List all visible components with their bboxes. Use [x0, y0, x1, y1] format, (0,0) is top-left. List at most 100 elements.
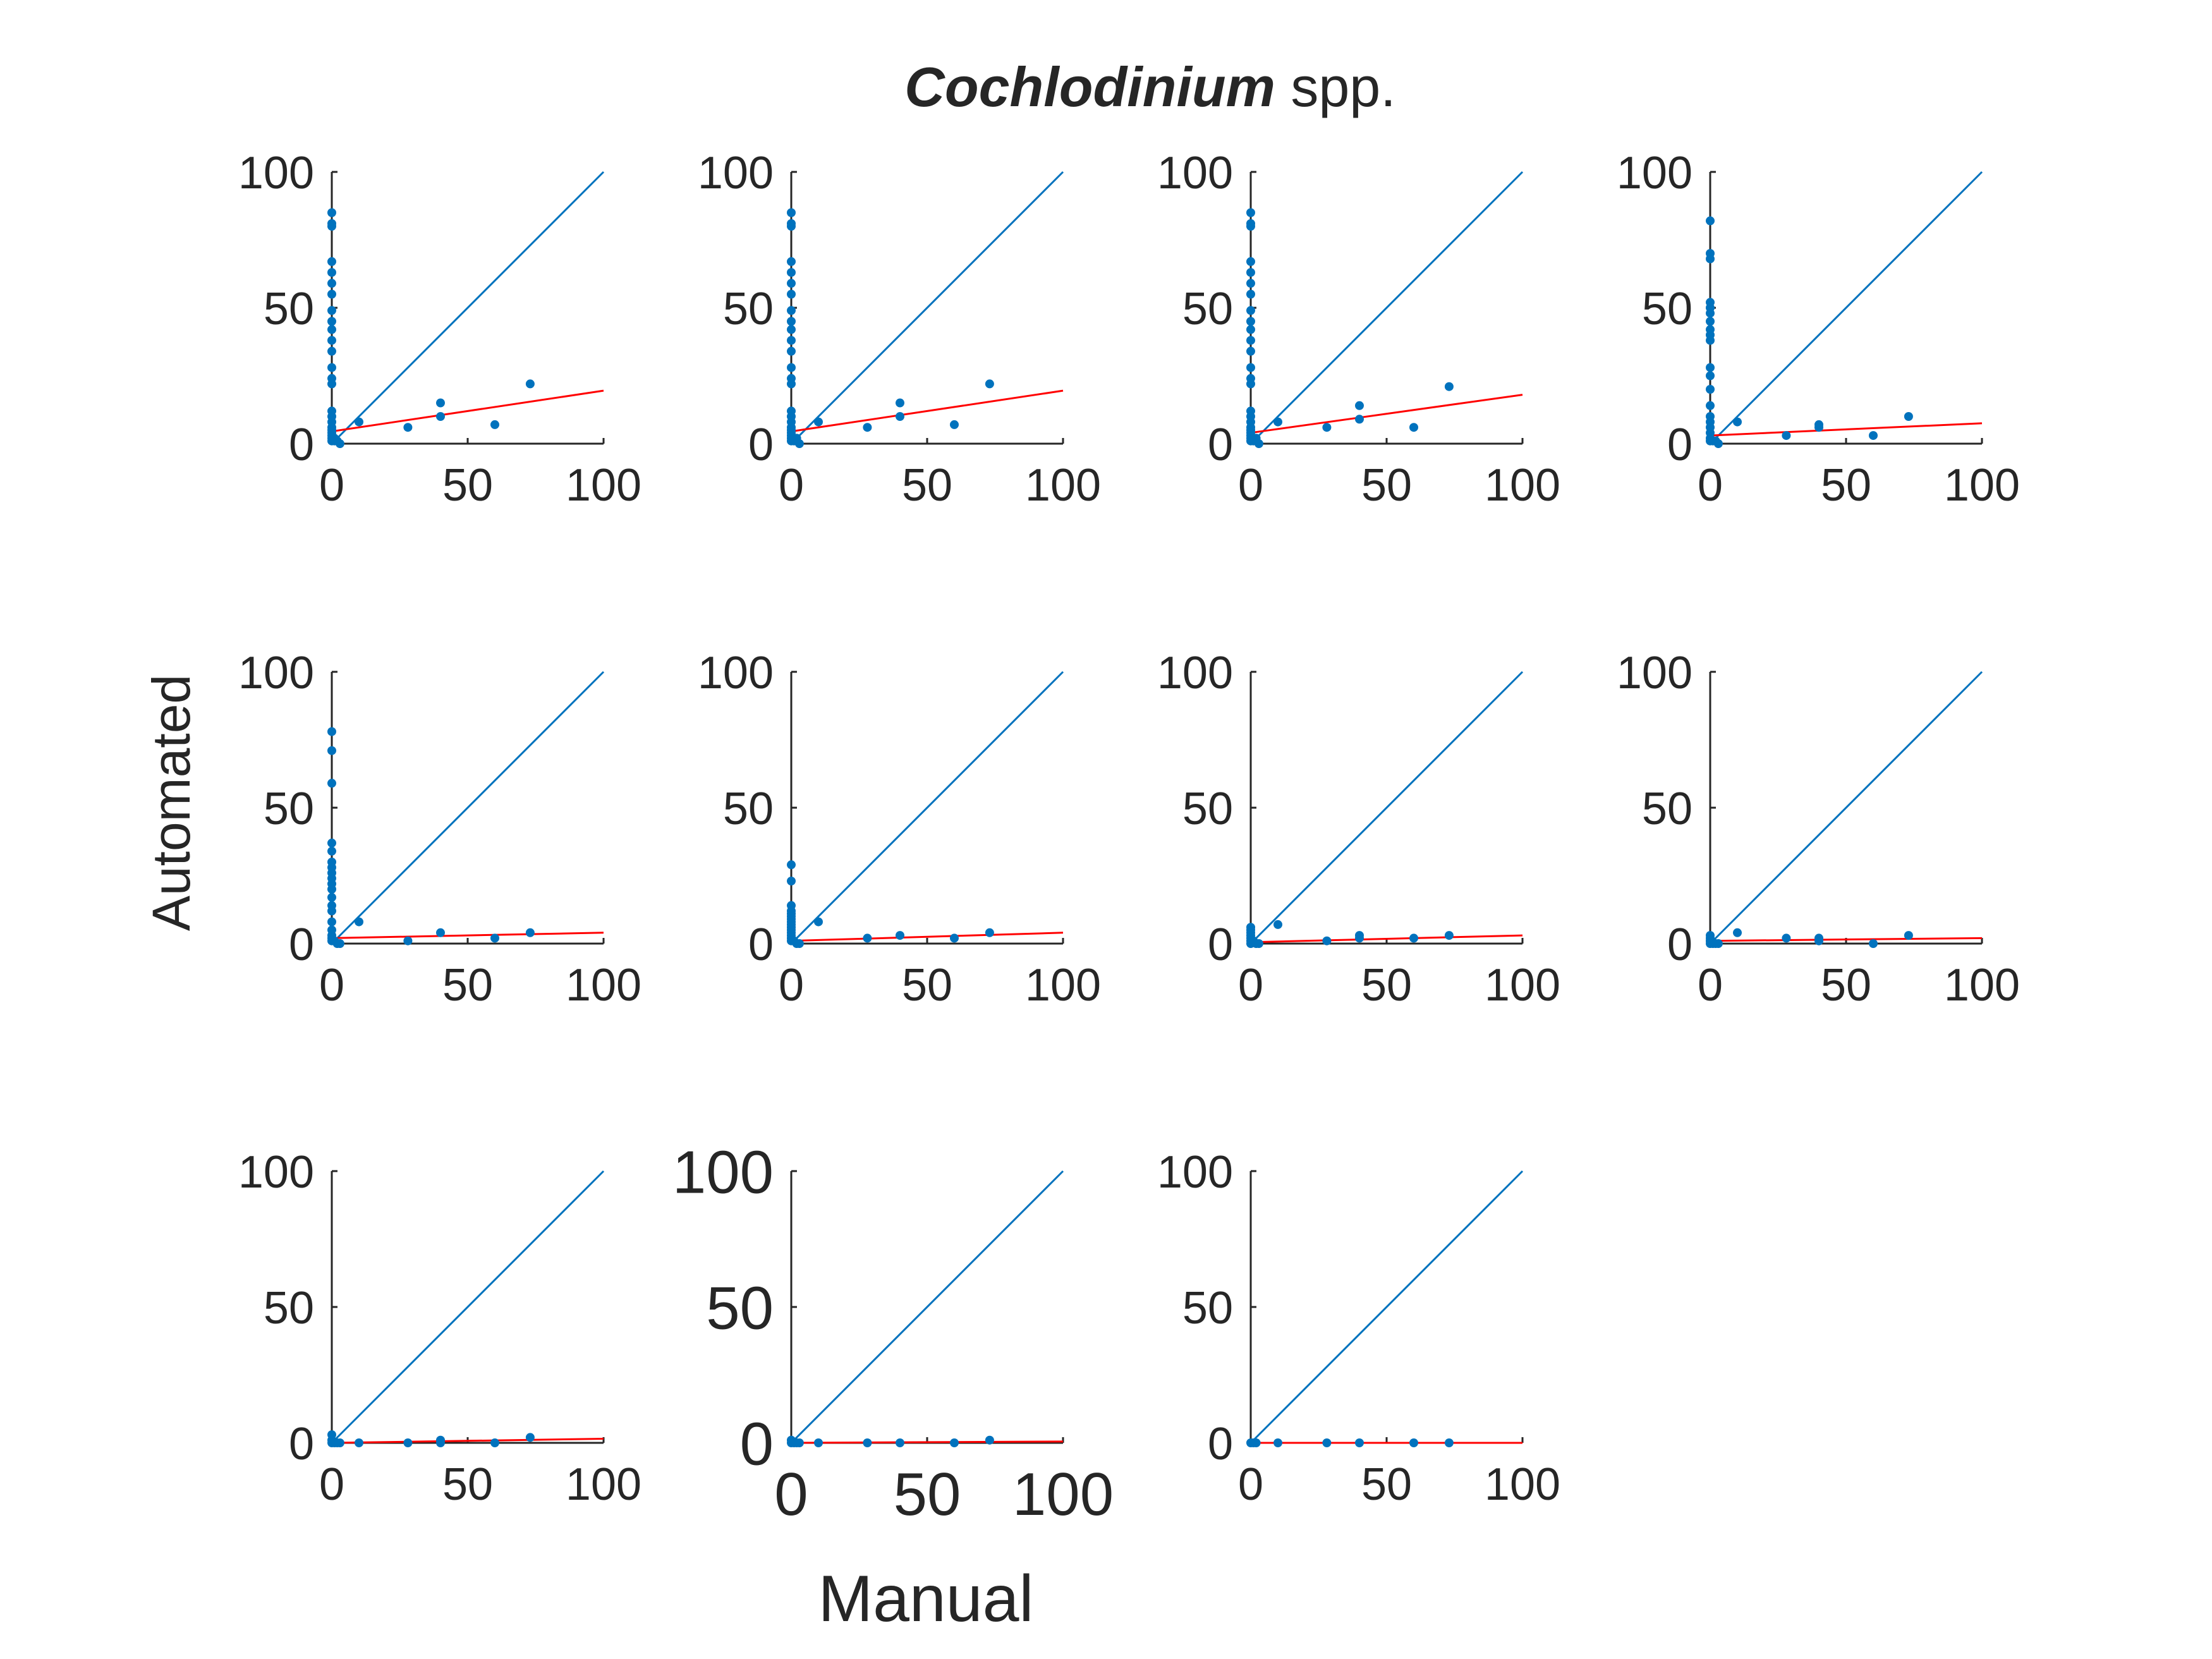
data-point — [787, 268, 796, 277]
x-tick-label: 50 — [894, 1461, 961, 1528]
identity-line — [331, 671, 605, 945]
data-point — [490, 933, 499, 943]
x-tick-label: 0 — [1238, 960, 1263, 1011]
x-tick-label: 100 — [566, 460, 641, 511]
figure-title-genus: Cochlodinium — [904, 56, 1275, 118]
y-tick-label: 0 — [1667, 920, 1692, 970]
y-tick-label: 50 — [706, 1275, 774, 1342]
y-tick-label: 0 — [1208, 1419, 1233, 1469]
data-point — [863, 933, 872, 943]
data-point — [327, 279, 336, 288]
data-point — [1733, 417, 1742, 427]
x-tick-label: 0 — [319, 460, 344, 511]
data-point — [1814, 933, 1823, 943]
data-point — [1246, 208, 1255, 217]
data-point — [1409, 933, 1418, 943]
data-point — [985, 1435, 994, 1445]
data-point — [787, 208, 796, 217]
data-point — [1706, 317, 1715, 326]
data-point — [1322, 423, 1332, 432]
panel-10: 0 50 100 0 50 100 — [672, 1139, 1114, 1528]
data-point — [794, 1438, 804, 1447]
data-point — [1706, 254, 1715, 264]
data-point — [1706, 371, 1715, 380]
data-point — [1246, 363, 1255, 372]
panel-7: 0 50 100 0 50 100 — [1157, 648, 1560, 1011]
fit-line — [331, 389, 604, 433]
data-point — [1409, 1438, 1418, 1447]
x-tick-label: 100 — [1485, 460, 1560, 511]
data-point — [1246, 222, 1255, 231]
panel-2: 0 50 100 0 50 100 — [698, 148, 1101, 511]
data-point — [490, 420, 499, 429]
y-tick-label: 50 — [264, 784, 314, 834]
y-axis-label: Automated — [142, 674, 201, 931]
data-point — [950, 420, 959, 429]
data-point — [1254, 939, 1263, 948]
data-point — [787, 379, 796, 389]
x-tick-label: 0 — [319, 960, 344, 1011]
x-tick-label: 100 — [1485, 1459, 1560, 1510]
fit-line — [791, 932, 1064, 942]
data-point — [1246, 268, 1255, 277]
data-point — [335, 1438, 344, 1447]
panel-3: 0 50 100 0 50 100 — [1157, 148, 1560, 511]
identity-line — [790, 671, 1064, 945]
data-point — [1814, 420, 1823, 429]
data-point — [1246, 306, 1255, 315]
data-point — [787, 279, 796, 288]
data-point — [1706, 336, 1715, 345]
y-tick-label: 100 — [698, 648, 774, 698]
data-point — [1869, 939, 1878, 948]
data-point — [327, 289, 336, 299]
data-point — [327, 779, 336, 788]
x-tick-label: 50 — [442, 1459, 493, 1510]
data-point — [1246, 257, 1255, 266]
data-point — [985, 928, 994, 937]
x-tick-label: 50 — [902, 460, 952, 511]
y-tick-label: 100 — [1617, 148, 1692, 198]
data-point — [1782, 933, 1791, 943]
y-tick-label: 0 — [1208, 920, 1233, 970]
identity-line — [1249, 1170, 1524, 1444]
data-point — [327, 727, 336, 736]
data-point — [787, 877, 796, 886]
x-tick-label: 100 — [566, 1459, 641, 1510]
data-point — [327, 306, 336, 315]
data-point — [1713, 439, 1723, 448]
y-tick-label: 100 — [238, 148, 314, 198]
fit-line — [791, 389, 1064, 433]
data-point — [1246, 379, 1255, 389]
identity-line — [790, 1170, 1064, 1444]
panel-1: 0 50 100 0 50 100 — [238, 148, 641, 511]
data-point — [1355, 401, 1364, 410]
data-point — [1246, 336, 1255, 345]
y-tick-label: 50 — [1182, 1283, 1233, 1334]
fit-line — [1710, 422, 1983, 437]
data-point — [1254, 439, 1263, 448]
data-point — [787, 306, 796, 315]
data-point — [1706, 308, 1715, 318]
data-point — [1246, 346, 1255, 356]
data-point — [355, 417, 363, 427]
y-tick-label: 50 — [723, 284, 774, 334]
data-point — [950, 933, 959, 943]
data-point — [436, 1435, 445, 1445]
data-point — [355, 917, 363, 927]
data-point — [1355, 931, 1364, 940]
data-point — [525, 1433, 535, 1442]
identity-line — [1249, 671, 1524, 945]
data-point — [436, 398, 445, 408]
x-tick-label: 0 — [1698, 960, 1723, 1011]
y-tick-label: 50 — [1642, 784, 1692, 834]
figure-title: Cochlodinium spp. — [904, 56, 1395, 118]
data-point — [1322, 936, 1332, 945]
y-tick-label: 50 — [1182, 284, 1233, 334]
data-point — [787, 222, 796, 231]
data-point — [1246, 289, 1255, 299]
y-tick-label: 0 — [740, 1411, 774, 1478]
data-point — [525, 928, 535, 937]
x-tick-label: 50 — [1821, 960, 1871, 1011]
panel-5: 0 50 100 0 50 100 — [238, 648, 641, 1011]
